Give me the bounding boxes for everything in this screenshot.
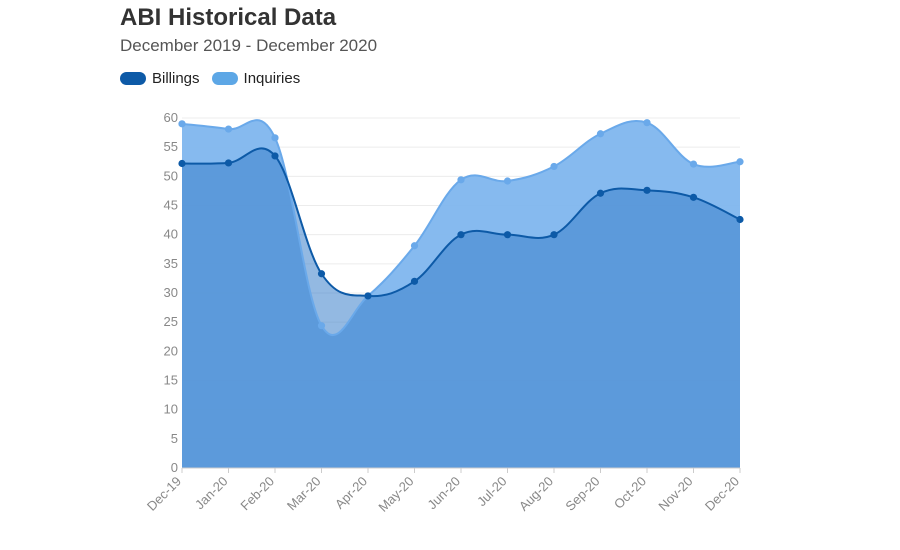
- legend-label-inquiries: Inquiries: [243, 70, 301, 87]
- point-inquiries[interactable]: [317, 322, 326, 330]
- x-tick-label: May-20: [375, 474, 416, 515]
- point-billings[interactable]: [503, 231, 512, 239]
- legend-swatch-inquiries: [211, 72, 238, 85]
- y-tick-label: 40: [164, 227, 178, 242]
- data-points: [178, 119, 744, 330]
- chart-subtitle: December 2019 - December 2020: [120, 36, 378, 55]
- point-inquiries[interactable]: [224, 125, 233, 133]
- chart-title: ABI Historical Data: [120, 4, 337, 31]
- x-tick-label: Dec-20: [702, 474, 742, 514]
- point-billings[interactable]: [271, 152, 279, 160]
- series-areas: [182, 120, 740, 469]
- x-tick-label: Apr-20: [332, 474, 370, 512]
- x-tick-label: Jul-20: [474, 474, 510, 510]
- point-inquiries[interactable]: [178, 120, 186, 128]
- x-tick-label: Oct-20: [611, 474, 649, 512]
- point-billings[interactable]: [317, 270, 326, 278]
- x-axis: Dec-19 Jan-20 Feb-20 Mar-20 Apr-20 May-20 Jun-…: [144, 467, 742, 515]
- point-inquiries[interactable]: [457, 176, 465, 184]
- point-inquiries[interactable]: [410, 242, 419, 250]
- area-billings: [182, 148, 740, 469]
- point-billings[interactable]: [643, 186, 651, 194]
- y-tick-label: 55: [164, 139, 178, 154]
- y-tick-label: 60: [164, 110, 178, 125]
- y-tick-label: 50: [164, 168, 178, 183]
- x-tick-label: Jun-20: [424, 474, 463, 513]
- x-tick-label: Feb-20: [237, 474, 277, 514]
- point-billings[interactable]: [457, 231, 465, 239]
- y-tick-label: 25: [164, 314, 178, 329]
- y-axis: 0 5 10 15 20 25 30 35 40 45 50 55 60: [164, 110, 178, 475]
- x-tick-label: Nov-20: [655, 474, 695, 514]
- legend-item-billings[interactable]: Billings: [120, 70, 200, 87]
- x-tick-label: Sep-20: [562, 474, 602, 514]
- legend-item-inquiries[interactable]: Inquiries: [211, 70, 301, 87]
- y-tick-label: 20: [164, 343, 178, 358]
- point-inquiries[interactable]: [596, 130, 605, 138]
- y-tick-label: 30: [164, 285, 178, 300]
- point-inquiries[interactable]: [736, 158, 744, 166]
- point-inquiries[interactable]: [550, 162, 558, 171]
- point-billings[interactable]: [178, 159, 186, 168]
- point-inquiries[interactable]: [643, 119, 651, 127]
- y-tick-label: 15: [164, 373, 178, 388]
- y-tick-label: 0: [171, 460, 178, 475]
- x-tick-label: Jan-20: [192, 474, 231, 513]
- chart-legend: Billings Inquiries: [120, 70, 312, 87]
- point-billings[interactable]: [689, 193, 698, 201]
- x-tick-label: Mar-20: [284, 474, 324, 514]
- point-inquiries[interactable]: [689, 160, 698, 168]
- y-tick-label: 10: [164, 402, 178, 417]
- point-billings[interactable]: [410, 277, 419, 285]
- point-billings[interactable]: [364, 292, 372, 300]
- legend-swatch-billings: [120, 72, 146, 85]
- point-inquiries[interactable]: [503, 177, 512, 185]
- y-tick-label: 45: [164, 198, 178, 213]
- point-billings[interactable]: [736, 215, 744, 224]
- x-tick-label: Aug-20: [516, 474, 556, 514]
- point-inquiries[interactable]: [271, 134, 279, 142]
- y-tick-label: 35: [164, 256, 178, 271]
- x-tick-label: Dec-19: [144, 474, 184, 514]
- point-billings[interactable]: [224, 159, 233, 167]
- y-tick-label: 5: [171, 431, 178, 446]
- legend-label-billings: Billings: [152, 70, 200, 87]
- point-billings[interactable]: [550, 231, 558, 239]
- point-billings[interactable]: [596, 189, 605, 197]
